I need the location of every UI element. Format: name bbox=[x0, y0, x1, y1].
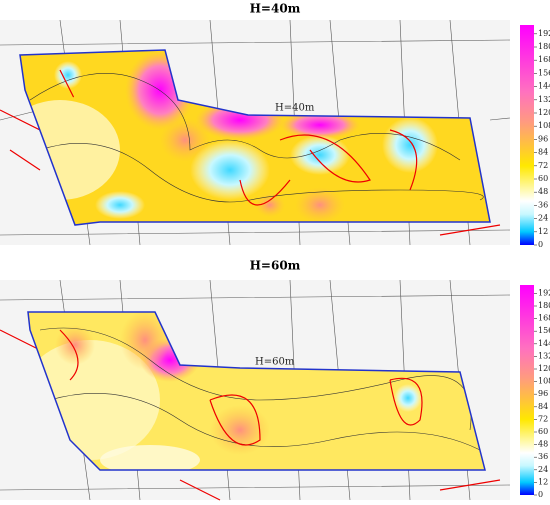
colorbar-tick-label: 120 bbox=[538, 108, 550, 117]
colorbar-tick-label: 192 bbox=[538, 288, 550, 297]
colorbar-tick-label: 12 bbox=[538, 477, 548, 486]
colorbar-tick-label: 36 bbox=[538, 200, 548, 209]
colorbar-tick-label: 168 bbox=[538, 55, 550, 64]
colorbar-tick-label: 72 bbox=[538, 414, 548, 423]
colorbar-tick-label: 108 bbox=[538, 121, 550, 130]
colorbar-tick-label: 144 bbox=[538, 82, 550, 91]
map-label: H=40m bbox=[275, 103, 315, 114]
colorbar-tick-label: 36 bbox=[538, 452, 548, 461]
colorbar-tick-label: 60 bbox=[538, 427, 548, 436]
map-title: H=60m bbox=[250, 259, 301, 273]
colorbar-tick-label: 12 bbox=[538, 227, 548, 236]
colorbar-tick-label: 180 bbox=[538, 301, 550, 310]
colorbar-tick-label: 156 bbox=[538, 68, 550, 77]
colorbar-tick-label: 0 bbox=[538, 490, 543, 499]
colorbar-tick-label: 132 bbox=[538, 95, 550, 104]
colorbar-tick-label: 24 bbox=[538, 214, 548, 223]
colorbar-tick-label: 120 bbox=[538, 364, 550, 373]
map-label: H=60m bbox=[255, 357, 295, 368]
colorbar-tick-label: 108 bbox=[538, 377, 550, 386]
colorbar-tick-label: 0 bbox=[538, 240, 543, 249]
colorbar-tick-label: 96 bbox=[538, 389, 548, 398]
colorbar-tick-label: 192 bbox=[538, 29, 550, 38]
colorbar-tick-label: 24 bbox=[538, 465, 548, 474]
colorbar-tick-label: 132 bbox=[538, 351, 550, 360]
colorbar-tick-label: 84 bbox=[538, 148, 548, 157]
colorbar bbox=[520, 285, 534, 495]
colorbar-tick-label: 84 bbox=[538, 402, 548, 411]
colorbar-tick-label: 48 bbox=[538, 440, 548, 449]
map-title: H=40m bbox=[250, 2, 301, 16]
colorbar-tick-label: 168 bbox=[538, 314, 550, 323]
colorbar-tick-label: 96 bbox=[538, 134, 548, 143]
colorbar-tick-label: 72 bbox=[538, 161, 548, 170]
colorbar-tick-label: 48 bbox=[538, 187, 548, 196]
colorbar-tick-label: 156 bbox=[538, 326, 550, 335]
colorbar bbox=[520, 25, 534, 245]
colorbar-tick-label: 180 bbox=[538, 42, 550, 51]
colorbar-tick-label: 144 bbox=[538, 339, 550, 348]
colorbar-tick-label: 60 bbox=[538, 174, 548, 183]
